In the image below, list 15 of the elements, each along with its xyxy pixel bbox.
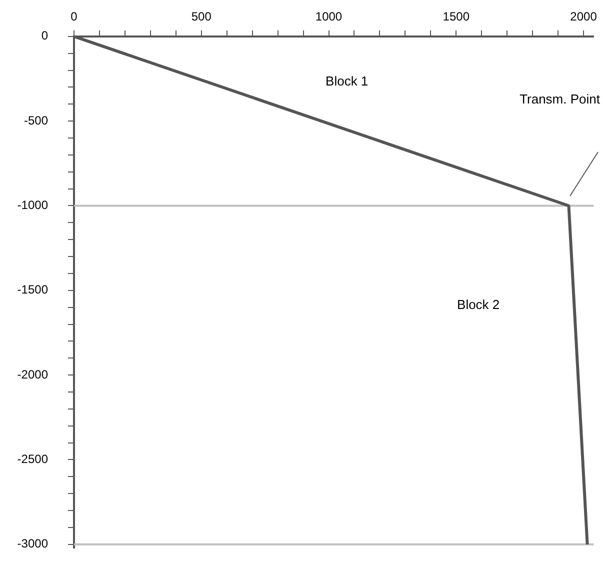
x-tick-label: 500 [191, 10, 212, 24]
y-tick-label: -1500 [17, 282, 48, 297]
x-tick-label: 1500 [442, 10, 470, 24]
y-tick-label: -2000 [17, 367, 48, 382]
annotation: Block 2 [457, 296, 500, 312]
y-tick-label: -500 [24, 113, 48, 128]
annotation: Transm. Point [520, 91, 600, 106]
x-tick-label: 0 [70, 10, 78, 24]
y-tick-label: -3000 [17, 536, 48, 551]
y-tick-label: -2500 [17, 452, 48, 466]
x-tick-label: 2000 [570, 10, 598, 24]
y-tick-label: 0 [41, 28, 48, 43]
x-tick-label: 1000 [315, 10, 342, 24]
y-tick-label: -1000 [17, 198, 48, 212]
annotation: Block 1 [326, 73, 368, 88]
